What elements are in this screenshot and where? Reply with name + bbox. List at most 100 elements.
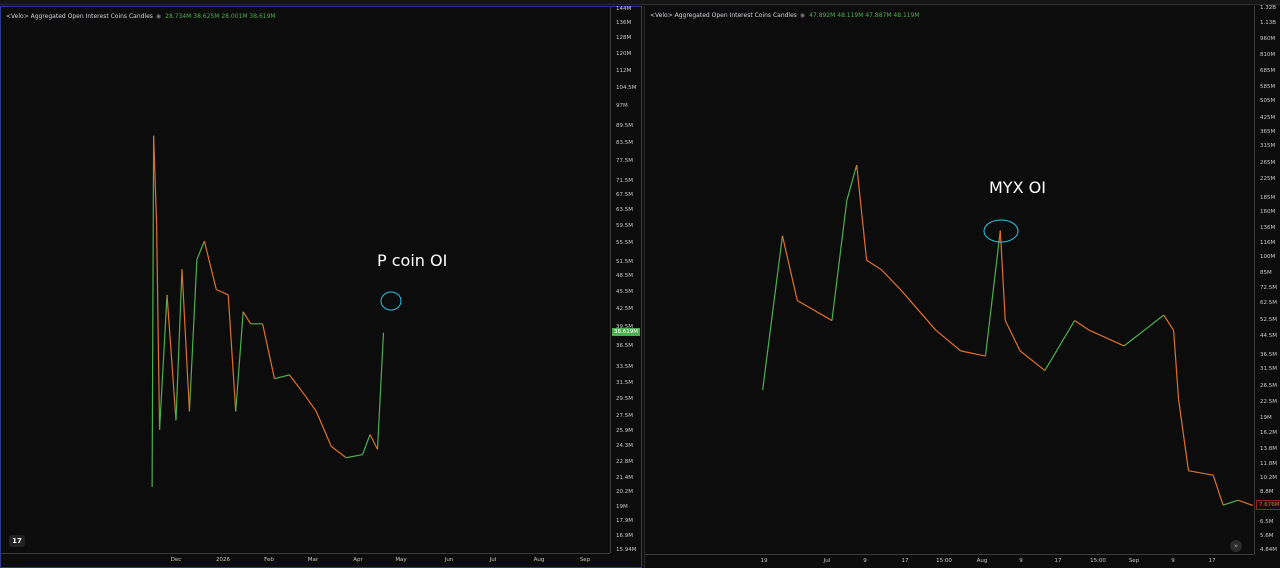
y-tick-label: 585M bbox=[1260, 83, 1276, 90]
y-tick-label: 19M bbox=[616, 503, 628, 510]
x-tick-label: 9 bbox=[863, 558, 867, 564]
series-segment bbox=[796, 299, 833, 322]
series-segment bbox=[1237, 499, 1254, 506]
plot-area[interactable] bbox=[645, 6, 1254, 554]
y-tick-label: 100M bbox=[1260, 254, 1276, 261]
x-tick-label: Mar bbox=[307, 557, 319, 563]
series-segment bbox=[984, 230, 1001, 357]
y-tick-label: 97M bbox=[616, 103, 628, 110]
y-tick-label: 22.8M bbox=[616, 459, 633, 466]
y-tick-label: 265M bbox=[1260, 160, 1276, 167]
y-tick-label: 685M bbox=[1260, 68, 1276, 75]
y-tick-label: 89.5M bbox=[616, 122, 633, 129]
series-segment bbox=[1004, 320, 1021, 352]
y-tick-label: 31.5M bbox=[616, 379, 633, 386]
y-tick-label: 225M bbox=[1260, 175, 1276, 182]
y-tick-label: 1.32B bbox=[1260, 5, 1277, 11]
x-tick-label: 2026 bbox=[216, 557, 230, 563]
time-axis[interactable]: Dec 2026 Feb Mar Apr May Jun Jul Aug Sep bbox=[1, 553, 610, 567]
series-segment bbox=[242, 311, 252, 325]
y-tick-label: 104.5M bbox=[616, 84, 637, 91]
y-tick-label: 48.5M bbox=[616, 273, 633, 280]
x-tick-label: Sep bbox=[1128, 558, 1140, 564]
series-segment bbox=[1188, 470, 1214, 476]
y-tick-label: 16.9M bbox=[616, 532, 633, 539]
series-segment bbox=[1173, 330, 1180, 400]
series-segment bbox=[175, 268, 183, 421]
x-tick-label: 15:00 bbox=[936, 558, 952, 564]
y-tick-label: 45.5M bbox=[616, 289, 633, 296]
price-axis[interactable]: 144M 136M 128M 120M 112M 104.5M 97M 89.5M 83.5M 7… bbox=[610, 6, 642, 553]
series-legend: <Velo> Aggregated Open Interest Coins Ca… bbox=[6, 13, 276, 20]
top-toolbar bbox=[0, 0, 1280, 5]
series-segment bbox=[831, 200, 848, 321]
series-segment bbox=[1212, 474, 1224, 506]
y-tick-label: 27.5M bbox=[616, 412, 633, 419]
y-tick-label: 1.13B bbox=[1260, 20, 1277, 27]
x-tick-label: Sep bbox=[579, 557, 591, 563]
series-segment bbox=[376, 332, 385, 450]
y-tick-label: 85M bbox=[1260, 270, 1272, 277]
y-tick-label: 52.5M bbox=[1260, 316, 1277, 323]
y-tick-label: 8.8M bbox=[1260, 489, 1274, 496]
series-segment bbox=[288, 374, 305, 395]
series-segment bbox=[1222, 499, 1239, 506]
x-tick-label: Dec bbox=[170, 557, 182, 563]
chart-panel-left[interactable]: <Velo> Aggregated Open Interest Coins Ca… bbox=[0, 6, 642, 568]
series-segment bbox=[346, 453, 363, 459]
series-segment bbox=[1044, 320, 1076, 371]
series-segment bbox=[900, 290, 937, 331]
y-tick-label: 5.6M bbox=[1260, 532, 1274, 539]
y-tick-label: 22.5M bbox=[1260, 398, 1277, 405]
series-segment bbox=[881, 269, 902, 291]
annotation-circle[interactable] bbox=[983, 219, 1019, 243]
y-tick-label: 55.5M bbox=[616, 240, 633, 247]
x-tick-label: 9 bbox=[1019, 558, 1023, 564]
x-tick-label: Aug bbox=[533, 557, 545, 563]
y-tick-label: 112M bbox=[616, 67, 632, 74]
legend-title: <Velo> Aggregated Open Interest Coins Ca… bbox=[6, 13, 153, 20]
series-segment bbox=[330, 445, 347, 459]
series-segment bbox=[935, 329, 962, 352]
chart-panel-right[interactable]: <Velo> Aggregated Open Interest Coins Ca… bbox=[644, 5, 1280, 568]
visibility-icon[interactable]: ◉ bbox=[799, 12, 806, 19]
y-tick-label: 160M bbox=[1260, 208, 1276, 215]
series-segment bbox=[216, 288, 229, 296]
y-tick-label: 67.5M bbox=[616, 192, 633, 199]
x-tick-label: Aug bbox=[976, 558, 988, 564]
y-tick-label: 128M bbox=[616, 34, 632, 41]
x-tick-label: 17 bbox=[1208, 558, 1216, 564]
y-tick-label: 15.94M bbox=[616, 547, 637, 553]
series-segment bbox=[1177, 399, 1190, 471]
scroll-to-realtime-button[interactable]: » bbox=[1230, 540, 1242, 552]
series-segment bbox=[369, 434, 379, 450]
annotation-circle[interactable] bbox=[380, 291, 402, 311]
y-tick-label: 116M bbox=[1260, 240, 1276, 246]
price-axis[interactable]: 1.32B 1.13B 960M 810M 685M 585M 505M 425M 365M 31… bbox=[1254, 5, 1280, 554]
y-tick-label: 24.3M bbox=[616, 443, 633, 450]
y-tick-label: 365M bbox=[1260, 129, 1276, 136]
series-segment bbox=[188, 259, 198, 412]
series-segment bbox=[362, 434, 371, 455]
y-tick-label: 10.2M bbox=[1260, 474, 1277, 481]
y-tick-label: 71.5M bbox=[616, 178, 633, 185]
y-tick-label: 29.5M bbox=[616, 395, 633, 402]
visibility-icon[interactable]: ◉ bbox=[155, 13, 162, 20]
series-segment bbox=[762, 235, 784, 391]
y-tick-label: 25.9M bbox=[616, 427, 633, 434]
y-tick-label: 19M bbox=[1260, 414, 1272, 421]
y-tick-label: 136M bbox=[1260, 224, 1276, 231]
y-tick-label: 425M bbox=[1260, 114, 1276, 121]
last-price-tag: 7.676M bbox=[1256, 500, 1280, 511]
annotation-text: P coin OI bbox=[377, 251, 448, 270]
y-tick-label: 77.5M bbox=[616, 158, 633, 165]
time-axis[interactable]: 19 Jul 9 17 15:00 Aug 9 17 15:00 Sep 9 17 bbox=[645, 554, 1254, 568]
plot-area[interactable] bbox=[1, 7, 611, 555]
y-tick-label: 31.5M bbox=[1260, 365, 1277, 372]
series-segment bbox=[261, 323, 276, 379]
y-tick-label: 51.5M bbox=[616, 258, 633, 265]
series-segment bbox=[866, 259, 882, 271]
y-tick-label: 36.5M bbox=[1260, 351, 1277, 358]
y-tick-label: 6.5M bbox=[1260, 518, 1274, 525]
x-tick-label: Jul bbox=[489, 557, 497, 563]
